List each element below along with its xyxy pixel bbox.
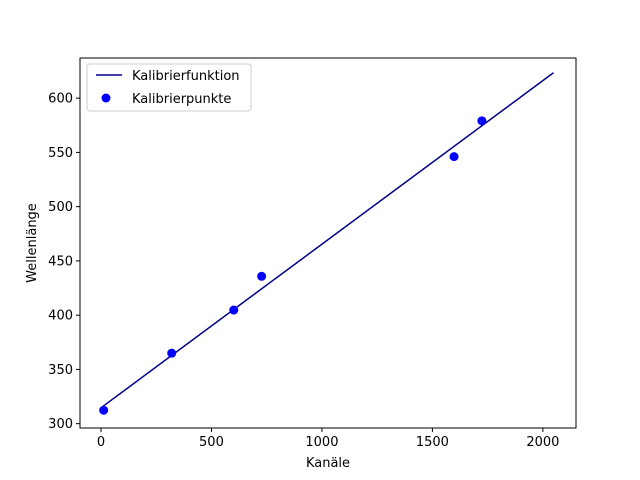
x-tick-label: 1000 (305, 435, 338, 450)
legend-label-kalibrierfunktion: Kalibrierfunktion (132, 69, 240, 84)
y-axis: 300 350 400 450 500 550 600 (48, 92, 80, 432)
legend-marker-swatch (101, 93, 111, 103)
legend-label-kalibrierpunkte: Kalibrierpunkte (132, 92, 231, 107)
x-axis: 0 500 1000 1500 2000 (97, 428, 559, 450)
x-tick-label: 1500 (416, 435, 449, 450)
data-point-kalibrierpunkt (99, 405, 109, 415)
x-tick-label: 2000 (526, 435, 559, 450)
y-tick-label: 400 (48, 309, 73, 324)
data-point-kalibrierpunkt (477, 116, 487, 126)
data-point-kalibrierpunkt (167, 348, 177, 358)
data-point-kalibrierpunkt (229, 305, 239, 315)
x-tick-label: 0 (97, 435, 105, 450)
y-tick-label: 550 (48, 146, 73, 161)
y-tick-label: 450 (48, 254, 73, 269)
data-point-kalibrierpunkt (257, 271, 267, 281)
legend: Kalibrierfunktion Kalibrierpunkte (86, 63, 252, 112)
y-axis-title: Wellenlänge (25, 203, 40, 283)
y-tick-label: 500 (48, 200, 73, 215)
axes-frame (79, 57, 577, 429)
y-tick-label: 600 (48, 92, 73, 107)
x-tick-label: 500 (199, 435, 224, 450)
series-layer (99, 72, 554, 415)
x-axis-title: Kanäle (306, 456, 350, 471)
legend-box (86, 63, 252, 112)
y-tick-label: 350 (48, 363, 73, 378)
y-tick-label: 300 (48, 417, 73, 432)
series-line-kalibrierfunktion (101, 72, 554, 408)
data-point-kalibrierpunkt (449, 152, 459, 162)
plot-area (79, 57, 577, 429)
